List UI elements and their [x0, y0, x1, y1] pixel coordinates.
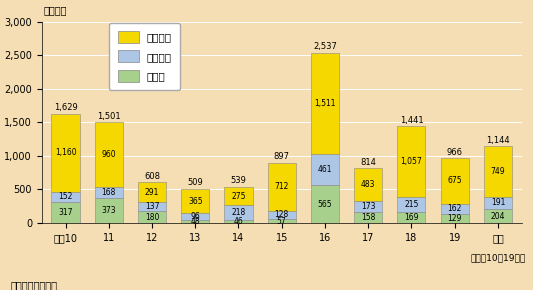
Bar: [354, 213, 382, 223]
Text: 218: 218: [231, 208, 246, 217]
Text: 539: 539: [231, 176, 246, 185]
Text: 291: 291: [145, 188, 159, 197]
Text: 461: 461: [318, 165, 332, 174]
Text: 565: 565: [318, 200, 332, 209]
Bar: [354, 201, 382, 213]
Text: 162: 162: [448, 204, 462, 213]
Bar: [311, 154, 339, 185]
Bar: [95, 187, 123, 198]
Text: 608: 608: [144, 172, 160, 181]
Bar: [224, 205, 253, 220]
Bar: [95, 122, 123, 187]
Text: 128: 128: [274, 211, 289, 220]
Text: 712: 712: [274, 182, 289, 191]
Bar: [138, 202, 166, 211]
Bar: [95, 198, 123, 223]
Text: 1,441: 1,441: [400, 116, 423, 125]
Bar: [441, 158, 469, 204]
Text: 814: 814: [360, 158, 376, 167]
Bar: [311, 53, 339, 154]
Text: 173: 173: [361, 202, 375, 211]
Bar: [181, 213, 209, 220]
Text: 204: 204: [491, 212, 505, 221]
Text: 317: 317: [58, 208, 73, 217]
Text: 152: 152: [58, 192, 72, 201]
Text: （平成10～19年）: （平成10～19年）: [470, 254, 526, 263]
Bar: [224, 187, 253, 205]
Text: 373: 373: [101, 206, 116, 215]
Text: 158: 158: [361, 213, 375, 222]
Bar: [484, 209, 512, 223]
Text: 1,501: 1,501: [97, 112, 120, 121]
Text: 168: 168: [102, 188, 116, 197]
Text: 275: 275: [231, 192, 246, 201]
Bar: [354, 168, 382, 201]
Text: 137: 137: [145, 202, 159, 211]
Text: 191: 191: [491, 198, 505, 207]
Text: 96: 96: [190, 212, 200, 221]
Text: 1,629: 1,629: [54, 103, 77, 112]
Bar: [138, 211, 166, 223]
Text: 57: 57: [277, 217, 287, 226]
Bar: [181, 189, 209, 213]
Bar: [441, 204, 469, 214]
Bar: [268, 163, 296, 211]
Bar: [484, 146, 512, 197]
Bar: [484, 197, 512, 209]
Text: 509: 509: [188, 178, 203, 187]
Text: 1,144: 1,144: [486, 135, 510, 145]
Bar: [398, 197, 425, 212]
Text: 675: 675: [447, 176, 462, 185]
Text: 960: 960: [101, 150, 116, 159]
Text: 資料）国土交通省: 資料）国土交通省: [11, 280, 58, 290]
Text: 897: 897: [274, 152, 290, 161]
Bar: [311, 185, 339, 223]
Text: （件数）: （件数）: [44, 5, 68, 15]
Bar: [138, 182, 166, 202]
Bar: [398, 126, 425, 197]
Bar: [224, 220, 253, 223]
Bar: [181, 220, 209, 223]
Text: 46: 46: [233, 217, 244, 226]
Text: 365: 365: [188, 197, 203, 206]
Text: 169: 169: [404, 213, 419, 222]
Bar: [52, 192, 79, 202]
Bar: [52, 202, 79, 223]
Bar: [52, 114, 79, 192]
Text: 1,160: 1,160: [55, 148, 76, 157]
Bar: [268, 211, 296, 219]
Text: 1,057: 1,057: [401, 157, 422, 166]
Text: 215: 215: [404, 200, 418, 209]
Text: 2,537: 2,537: [313, 42, 337, 51]
Text: 129: 129: [448, 214, 462, 223]
Text: 180: 180: [145, 213, 159, 222]
Bar: [441, 214, 469, 223]
Text: 1,511: 1,511: [314, 99, 336, 108]
Text: 48: 48: [190, 217, 200, 226]
Text: 483: 483: [361, 180, 375, 189]
Bar: [268, 219, 296, 223]
Bar: [398, 212, 425, 223]
Text: 966: 966: [447, 148, 463, 157]
Text: 749: 749: [490, 167, 505, 176]
Legend: がけ崩れ, 地すべり, 土石流: がけ崩れ, 地すべり, 土石流: [109, 23, 180, 90]
